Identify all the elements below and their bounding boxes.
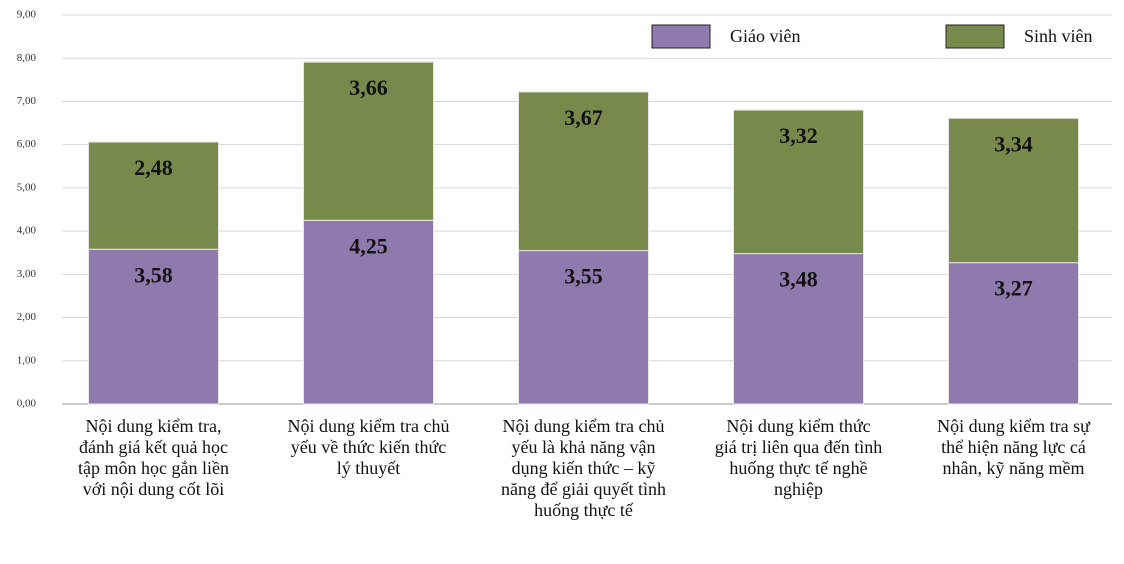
x-tick-label: Nội dung kiểm tra chủ yếu là khả năng vậ… xyxy=(501,416,666,520)
legend-swatch xyxy=(945,24,1005,49)
bar-segment xyxy=(303,61,434,221)
value-label: 3,32 xyxy=(779,123,818,148)
x-tick-label: Nội dung kiểm tra, đánh giá kết quả học … xyxy=(78,416,229,499)
y-tick-label: 5,00 xyxy=(17,181,37,193)
bar-segment xyxy=(88,141,219,250)
bar-segment xyxy=(518,91,649,252)
value-label: 3,48 xyxy=(779,267,818,292)
y-tick-label: 1,00 xyxy=(17,354,37,366)
y-tick-label: 4,00 xyxy=(17,225,37,237)
bar-segment xyxy=(948,262,1079,405)
y-tick-label: 2,00 xyxy=(17,311,37,323)
legend-label: Sinh viên xyxy=(1024,26,1093,46)
bar-segment xyxy=(303,219,434,405)
bar-segment xyxy=(518,250,649,405)
legend-swatch xyxy=(651,24,711,49)
value-label: 3,34 xyxy=(994,131,1033,156)
x-tick-label: Nội dung kiểm tra chủ yếu về thức kiến t… xyxy=(287,416,450,478)
x-tick-label: Nội dung kiểm thức giá trị liên qua đến … xyxy=(714,416,883,499)
y-tick-label: 6,00 xyxy=(17,138,37,150)
y-tick-label: 9,00 xyxy=(17,9,37,21)
x-tick-label: Nội dung kiểm tra sự thể hiện năng lực c… xyxy=(937,416,1090,478)
bar-segment xyxy=(733,109,864,255)
y-tick-label: 3,00 xyxy=(17,268,37,280)
value-label: 3,27 xyxy=(994,276,1033,301)
value-label: 3,66 xyxy=(349,75,388,100)
value-label: 3,55 xyxy=(564,264,603,289)
value-label: 2,48 xyxy=(134,155,173,180)
y-tick-label: 7,00 xyxy=(17,95,37,107)
y-tick-label: 8,00 xyxy=(17,52,37,64)
value-label: 3,58 xyxy=(134,262,173,287)
bar-segment xyxy=(948,117,1079,264)
legend-label: Giáo viên xyxy=(730,26,800,46)
value-label: 3,67 xyxy=(564,105,603,130)
y-tick-label: 0,00 xyxy=(17,398,37,410)
value-label: 4,25 xyxy=(349,233,388,258)
